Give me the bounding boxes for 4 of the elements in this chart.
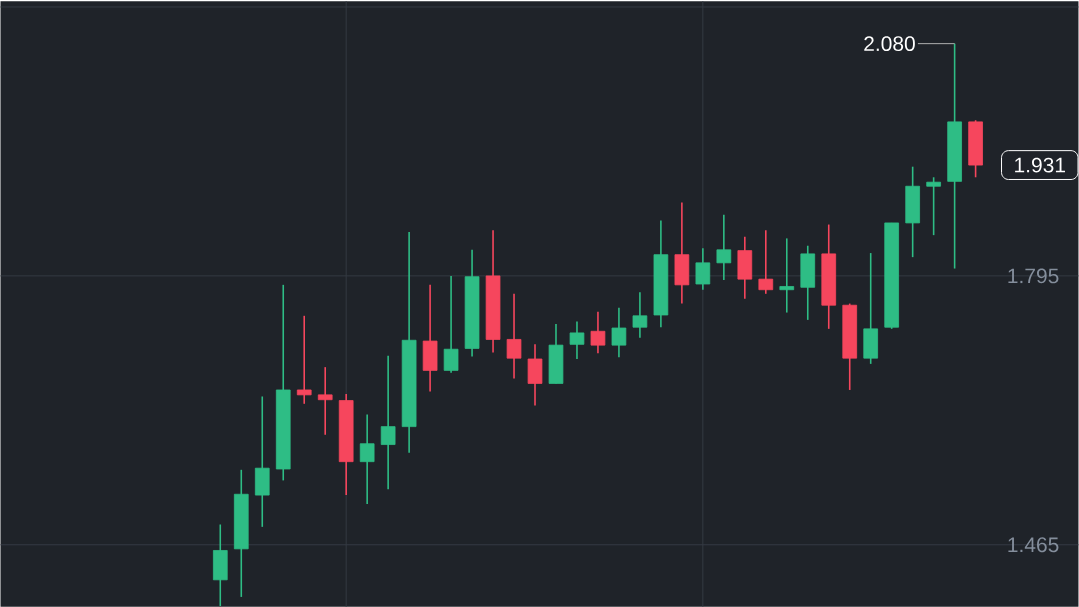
text: 1.931 — [1015, 157, 1065, 173]
annotation: 2.080 — [864, 36, 915, 51]
y-tick-label: 1.465 — [1008, 537, 1059, 553]
y-tick-label: 1.795 — [1008, 268, 1059, 284]
